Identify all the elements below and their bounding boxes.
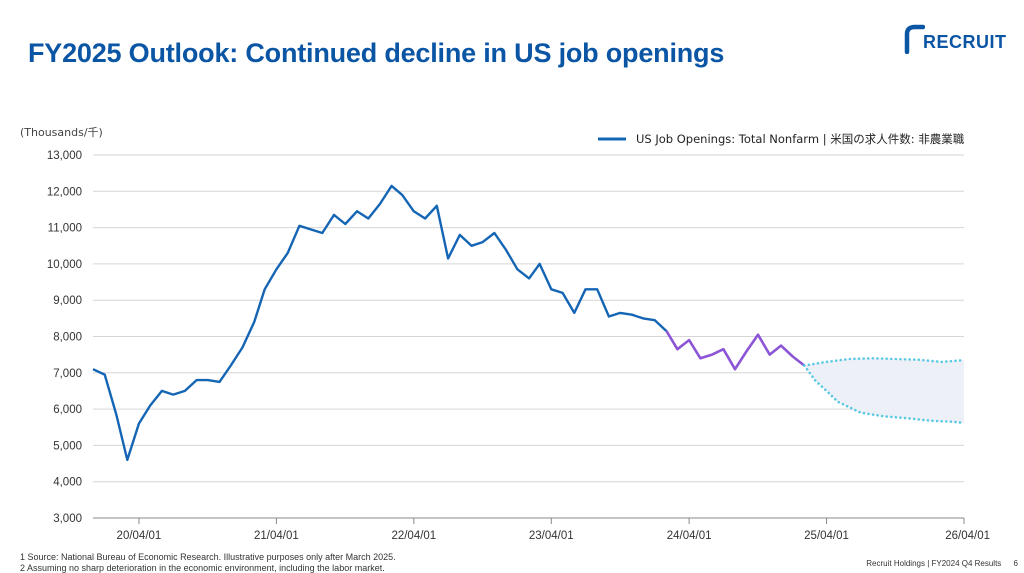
y-tick-label: 5,000 xyxy=(53,440,82,452)
legend: US Job Openings: Total Nonfarm | 米国の求人件数… xyxy=(598,132,965,146)
x-tick-label: 26/04/01 xyxy=(945,530,990,542)
y-tick-label: 8,000 xyxy=(53,332,82,344)
footnote-source: 1 Source: National Bureau of Economic Re… xyxy=(20,552,396,562)
y-tick-label: 12,000 xyxy=(47,186,82,198)
company-logo: RECRUIT xyxy=(903,24,1015,54)
x-tick-label: 23/04/01 xyxy=(529,530,574,542)
y-tick-label: 13,000 xyxy=(47,150,82,162)
y-tick-label: 7,000 xyxy=(53,368,82,380)
forecast-band xyxy=(804,358,964,423)
page-footer: Recruit Holdings | FY2024 Q4 Results 6 xyxy=(866,559,1018,568)
logo-text: RECRUIT xyxy=(923,32,1007,52)
footnote-assumption: 2 Assuming no sharp deterioration in the… xyxy=(20,563,385,573)
y-tick-label: 6,000 xyxy=(53,404,82,416)
series-lines xyxy=(92,184,966,462)
y-tick-label: 10,000 xyxy=(47,259,82,271)
series-line-recent xyxy=(665,330,806,371)
axes: 3,000 4,000 5,000 6,000 7,000 8,000 9,000 10,00… xyxy=(20,126,990,542)
forecast-range-fill xyxy=(804,358,964,423)
legend-label: US Job Openings: Total Nonfarm | 米国の求人件数… xyxy=(636,132,965,146)
x-tick-label: 20/04/01 xyxy=(117,530,162,542)
forecast-upper-line xyxy=(803,356,966,367)
page-number: 6 xyxy=(1013,559,1018,568)
x-tick-label: 24/04/01 xyxy=(667,530,712,542)
series-line-job-openings xyxy=(92,184,668,462)
y-tick-label: 11,000 xyxy=(48,223,82,235)
forecast-lower-line xyxy=(803,364,966,425)
y-tick-label: 4,000 xyxy=(53,477,82,489)
page-title: FY2025 Outlook: Continued decline in US … xyxy=(28,38,725,68)
footer-text: Recruit Holdings | FY2024 Q4 Results xyxy=(866,559,1002,568)
recruit-logo-icon xyxy=(904,24,925,54)
y-tick-label: 9,000 xyxy=(53,295,82,307)
grid-lines xyxy=(93,154,964,519)
x-tick-label: 25/04/01 xyxy=(804,530,849,542)
x-tick-label: 21/04/01 xyxy=(254,530,299,542)
y-tick-label: 3,000 xyxy=(53,513,82,525)
y-axis-unit-label: (Thousands/千) xyxy=(20,126,103,139)
x-tick-label: 22/04/01 xyxy=(391,530,436,542)
